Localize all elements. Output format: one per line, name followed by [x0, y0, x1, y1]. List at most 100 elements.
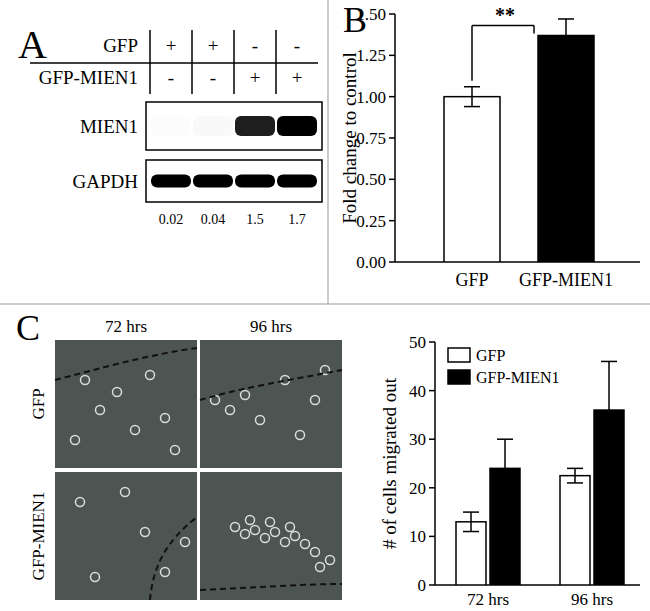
bar — [538, 35, 594, 262]
condition-label: GFP — [103, 35, 138, 56]
y-tick-label: 30 — [409, 430, 426, 449]
table-separator — [30, 62, 318, 64]
y-tick-label: 40 — [409, 382, 426, 401]
blot-frame — [146, 102, 322, 150]
cell — [141, 528, 150, 537]
y-tick-label: 0 — [418, 576, 427, 595]
y-tick-label: 0.50 — [356, 170, 386, 189]
bar — [456, 522, 486, 585]
y-tick — [429, 390, 435, 392]
plot-area — [444, 19, 594, 262]
y-tick — [389, 220, 395, 222]
y-tick — [429, 536, 435, 538]
y-tick — [389, 13, 395, 15]
y-tick — [429, 487, 435, 489]
y-tick — [389, 55, 395, 57]
condition-sign: + — [208, 35, 219, 56]
cell — [316, 563, 325, 572]
cell — [226, 406, 235, 415]
condition-sign: - — [168, 67, 174, 88]
table-separator — [149, 30, 151, 94]
bar — [444, 97, 500, 262]
wound-edge — [200, 584, 342, 590]
condition-sign: + — [292, 67, 303, 88]
panel-label: A — [18, 22, 47, 67]
table-separator — [275, 30, 277, 94]
cell — [326, 556, 335, 565]
legend-label: GFP-MIEN1 — [476, 369, 560, 386]
error-bar-cap — [558, 51, 574, 53]
error-bar — [497, 439, 513, 497]
error-bar-cap — [463, 511, 479, 513]
cell — [161, 414, 170, 423]
cell — [311, 548, 320, 557]
error-bar-line — [608, 361, 610, 458]
y-tick — [389, 96, 395, 98]
cell — [76, 498, 85, 507]
y-tick — [429, 584, 435, 586]
legend: GFPGFP-MIEN1 — [448, 347, 560, 386]
condition-sign: + — [166, 35, 177, 56]
y-tick-label: 0.75 — [356, 129, 386, 148]
bracket-line — [533, 25, 535, 33]
error-bar-cap — [464, 86, 480, 88]
cell — [301, 540, 310, 549]
error-bar — [463, 512, 479, 531]
y-tick-label: 0.25 — [356, 212, 386, 231]
densitometry-value: 0.04 — [201, 212, 226, 227]
panel-divider — [328, 0, 329, 304]
blot-band — [235, 116, 275, 136]
condition-sign: - — [294, 35, 300, 56]
protein-label: GAPDH — [73, 171, 139, 192]
cell — [256, 416, 265, 425]
wound-edge — [55, 348, 197, 380]
y-tick-label: 50 — [409, 333, 426, 352]
micrograph-bg — [200, 340, 342, 468]
y-tick — [429, 341, 435, 343]
row-label: GFP — [29, 388, 48, 419]
blot-band — [277, 116, 317, 136]
cell — [71, 436, 80, 445]
x-tick-label: 72 hrs — [467, 590, 509, 609]
cell — [311, 396, 320, 405]
bar — [560, 476, 590, 585]
error-bar-cap — [601, 361, 617, 363]
y-tick-label: 1.00 — [356, 88, 386, 107]
y-axis-label: # of cells migrated out — [379, 377, 400, 549]
y-tick-label: 1.50 — [356, 5, 386, 24]
plot-area — [456, 361, 624, 585]
y-tick — [389, 261, 395, 263]
cell — [281, 538, 290, 547]
cell — [146, 371, 155, 380]
cell — [296, 431, 305, 440]
cell — [91, 573, 100, 582]
error-bar — [567, 468, 583, 483]
y-axis — [434, 342, 436, 585]
y-tick-label: 1.25 — [356, 46, 386, 65]
cell — [286, 523, 295, 532]
panel-label: C — [16, 308, 40, 348]
x-tick-label: 96 hrs — [571, 590, 613, 609]
cell — [161, 568, 170, 577]
error-bar-cap — [497, 497, 513, 499]
cell — [81, 376, 90, 385]
y-tick-label: 0.00 — [356, 253, 386, 272]
cell — [231, 523, 240, 532]
condition-sign: - — [252, 35, 258, 56]
cell — [271, 528, 280, 537]
blot-band — [151, 116, 191, 136]
table-separator — [233, 30, 235, 94]
condition-label: GFP-MIEN1 — [39, 67, 138, 88]
cell — [96, 406, 105, 415]
error-bar-line — [565, 19, 567, 52]
micrograph — [200, 472, 342, 600]
blot-panel: GFP++--GFP-MIEN1--++MIEN1GAPDH0.020.041.… — [30, 30, 322, 227]
error-bar-cap — [567, 482, 583, 484]
error-bar — [601, 361, 617, 458]
panel-divider — [0, 304, 650, 305]
significance-bracket — [472, 25, 534, 80]
x-tick-label: GFP — [455, 270, 488, 290]
error-bar-line — [471, 87, 473, 107]
error-bar-cap — [464, 106, 480, 108]
y-tick — [389, 179, 395, 181]
